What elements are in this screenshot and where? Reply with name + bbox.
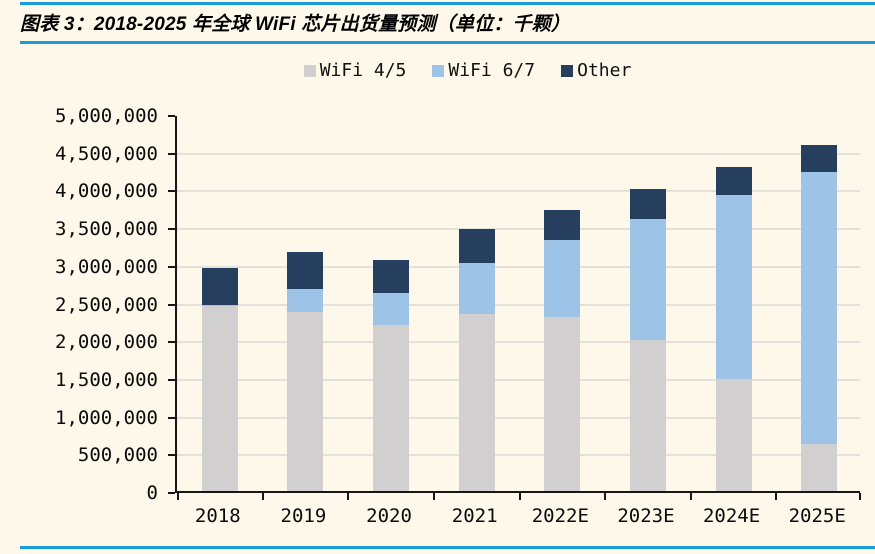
- y-axis-tick: [168, 115, 175, 117]
- x-axis-label: 2018: [194, 505, 241, 527]
- y-axis-labels: 0 500,000 1,000,000 1,500,000 2,000,000 2,500…: [0, 105, 158, 504]
- y-axis-label: 1,000,000: [55, 406, 158, 429]
- y-axis-tick: [168, 492, 175, 494]
- y-axis-tick: [168, 228, 175, 231]
- x-axis-label: 2020: [366, 505, 412, 527]
- legend-swatch-icon: [432, 64, 445, 77]
- gridline: [177, 228, 860, 231]
- bottom-divider: [20, 546, 875, 549]
- bar-segment-2021-wifi-6-7: [458, 262, 495, 314]
- legend-label: WiFi 4/5: [319, 60, 407, 81]
- bar-segment-2019-wifi-4-5: [287, 311, 324, 491]
- gridline: [177, 303, 860, 306]
- bar-segment-2024E-other: [715, 166, 752, 195]
- y-axis-tick: [168, 416, 175, 419]
- x-axis-tick: [261, 493, 264, 500]
- legend-label: Other: [577, 60, 632, 81]
- legend-item-wifi-4-5: WiFi 4/5: [303, 60, 407, 81]
- legend-label: WiFi 6/7: [448, 60, 536, 81]
- y-axis-label: 4,500,000: [55, 142, 158, 165]
- gridline: [177, 190, 860, 193]
- x-axis-tick: [604, 493, 607, 500]
- plot-area: [168, 115, 861, 500]
- bar-segment-2022E-wifi-4-5: [544, 316, 581, 491]
- y-axis-label: 3,500,000: [55, 218, 158, 241]
- bar-segment-2023E-wifi-4-5: [629, 340, 666, 491]
- bar-segment-2020-other: [373, 260, 410, 293]
- figure-title: 图表 3：2018-2025 年全球 WiFi 芯片出货量预测（单位：千颗）: [20, 14, 571, 35]
- y-axis-label: 1,500,000: [55, 368, 158, 391]
- gridline: [177, 378, 860, 381]
- bar-segment-2018-wifi-4-5: [201, 306, 238, 491]
- bar-segment-2021-other: [458, 229, 495, 263]
- x-axis-tick: [347, 493, 350, 500]
- bar-segment-2023E-wifi-6-7: [629, 218, 666, 341]
- y-axis-tick: [168, 303, 175, 306]
- bar-segment-2019-other: [287, 252, 324, 289]
- x-axis-label: 2025E: [788, 505, 846, 527]
- x-axis-tick: [775, 493, 778, 500]
- legend-item-wifi-6-7: WiFi 6/7: [432, 60, 535, 81]
- bar-segment-2022E-other: [544, 209, 581, 240]
- x-axis-label: 2021: [451, 505, 498, 527]
- x-axis-label: 2019: [280, 505, 327, 527]
- y-axis-tick: [168, 378, 175, 381]
- x-axis-tick: [518, 493, 521, 500]
- gridline: [177, 265, 860, 268]
- bar-segment-2022E-wifi-6-7: [544, 239, 581, 317]
- x-axis-tick: [859, 493, 861, 500]
- y-axis-label: 4,000,000: [55, 180, 158, 203]
- x-axis-label: 2024E: [702, 505, 761, 527]
- x-axis-label: 2022E: [531, 505, 589, 527]
- legend-item-other: Other: [561, 60, 631, 81]
- y-axis-label: 3,000,000: [55, 255, 158, 278]
- title-divider: [20, 41, 875, 44]
- bar-segment-2020-wifi-6-7: [373, 292, 410, 326]
- y-axis-label: 2,500,000: [55, 293, 158, 316]
- bar-segment-2024E-wifi-4-5: [715, 378, 752, 491]
- legend-swatch-icon: [561, 64, 574, 77]
- y-axis-tick: [168, 454, 175, 457]
- y-axis-label: 5,000,000: [55, 105, 158, 127]
- x-axis-label: 2023E: [617, 505, 675, 527]
- y-axis-label: 2,000,000: [55, 331, 158, 354]
- bar-segment-2023E-other: [629, 189, 666, 219]
- bar-segment-2019-wifi-6-7: [287, 288, 324, 312]
- bar-segment-2021-wifi-4-5: [458, 313, 495, 491]
- y-axis-tick: [168, 265, 175, 268]
- gridline: [177, 152, 860, 155]
- x-axis-labels: 2018 2019 2020 2021 2022E 2023E 2024E 2025E: [175, 505, 860, 531]
- bar-segment-2018-wifi-6-7: [201, 304, 238, 307]
- x-axis-tick: [689, 493, 692, 500]
- gridline: [177, 416, 860, 419]
- legend-swatch-icon: [303, 64, 316, 77]
- y-axis-tick: [168, 152, 175, 155]
- y-axis-label: 500,000: [77, 444, 158, 467]
- top-divider: [20, 2, 875, 5]
- bar-segment-2024E-wifi-6-7: [715, 194, 752, 379]
- bar-segment-2025E-wifi-6-7: [801, 172, 838, 445]
- bar-segment-2025E-wifi-4-5: [801, 444, 838, 491]
- chart-legend: WiFi 4/5 WiFi 6/7 Other: [60, 60, 875, 81]
- x-axis-tick: [177, 493, 179, 500]
- gridline: [177, 341, 860, 344]
- bar-segment-2018-other: [201, 267, 238, 305]
- gridline: [177, 454, 860, 457]
- y-axis-label: 0: [146, 482, 158, 504]
- y-axis-tick: [168, 190, 175, 193]
- bar-segment-2025E-other: [801, 144, 838, 173]
- x-axis-tick: [432, 493, 435, 500]
- bar-segment-2020-wifi-4-5: [373, 325, 410, 491]
- y-axis-tick: [168, 341, 175, 344]
